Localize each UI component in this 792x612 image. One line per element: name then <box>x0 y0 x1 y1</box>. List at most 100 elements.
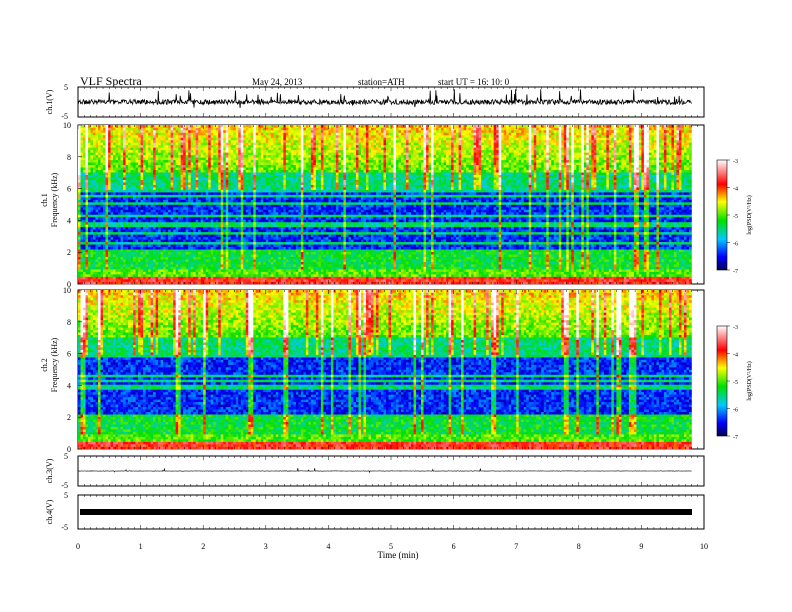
ch1-spectrogram-cell <box>484 274 487 277</box>
ch1-spectrogram-cell <box>401 272 404 275</box>
ch1-spectrogram-cell <box>439 274 442 277</box>
ch1-spectrogram-cell <box>268 282 271 285</box>
ch1-spectrogram-cell <box>666 272 669 275</box>
ch1-spectrogram-cell <box>606 264 609 267</box>
ch1-spectrogram-cell <box>519 272 522 275</box>
ch1-spectrogram-cell <box>689 277 692 280</box>
ch1-spectrogram-cell <box>601 269 604 272</box>
ch1-spectrogram-cell <box>158 252 161 255</box>
ch1-spectrogram-cell <box>636 274 639 277</box>
ch1-spectrogram-cell <box>261 277 264 280</box>
ch1-spectrogram-cell <box>233 274 236 277</box>
ch1-spectrogram-cell <box>411 264 414 267</box>
ch1-spectrogram-cell <box>326 252 329 255</box>
ch1-spectrogram-cell <box>399 239 402 242</box>
ch1-spectrogram-cell <box>126 262 129 265</box>
ch1-spectrogram-cell <box>436 237 439 240</box>
ch1-spectrogram-cell <box>298 269 301 272</box>
ch1-spectrogram-cell <box>656 262 659 265</box>
ch1-spectrogram-cell <box>424 242 427 245</box>
ch1-spectrogram-cell <box>248 254 251 257</box>
ch1-spectrogram-cell <box>133 279 136 282</box>
ch1-spectrogram-cell <box>126 247 129 250</box>
ch1-spectrogram-cell <box>136 244 139 247</box>
ch1-spectrogram-cell <box>293 267 296 270</box>
ch1-spectrogram-cell <box>138 252 141 255</box>
ch1-spectrogram-cell <box>178 257 181 260</box>
ch1-spectrogram-cell <box>601 277 604 280</box>
ch1-spectrogram-cell <box>78 274 81 277</box>
ch1-spectrogram-cell <box>338 234 341 237</box>
ch1-spectrogram-cell <box>321 279 324 282</box>
ch1-spectrogram-cell <box>198 259 201 262</box>
ch1-spectrogram-cell <box>143 249 146 252</box>
ch1-spectrogram-cell <box>649 242 652 245</box>
ch1-spectrogram-cell <box>106 257 109 260</box>
ch1-spectrogram-cell <box>106 252 109 255</box>
ch1-spectrogram-cell <box>198 277 201 280</box>
ch1-spectrogram-cell <box>576 244 579 247</box>
ch1-spectrogram-cell <box>216 274 219 277</box>
ch1-spectrogram-cell <box>651 252 654 255</box>
ch1-spectrogram-cell <box>574 247 577 250</box>
ch1-spectrogram-cell <box>399 262 402 265</box>
ch1-spectrogram-cell <box>208 272 211 275</box>
ch1-spectrogram-cell <box>611 279 614 282</box>
ch1-spectrogram-cell <box>609 277 612 280</box>
ch1-spectrogram-cell <box>404 274 407 277</box>
ch1-spectrogram-cell <box>238 244 241 247</box>
ch1-spectrogram-cell <box>579 259 582 262</box>
ch1-spectrogram-cell <box>266 237 269 240</box>
ch1-spectrogram-cell <box>501 269 504 272</box>
ch1-spectrogram-cell <box>153 247 156 250</box>
ch1-spectrogram-cell <box>141 257 144 260</box>
ch1-spectrogram-cell <box>96 259 99 262</box>
ch1-spectrogram-cell <box>454 282 457 285</box>
ch1-spectrogram-cell <box>291 267 294 270</box>
ch1-spectrogram-cell <box>391 262 394 265</box>
ch1-spectrogram-cell <box>541 244 544 247</box>
ch1-spectrogram-cell <box>296 242 299 245</box>
ch1-spectrogram-cell <box>323 267 326 270</box>
ch1-spectrogram-cell <box>293 259 296 262</box>
ch1-spectrogram-cell <box>83 269 86 272</box>
ch1-spectrogram-cell <box>193 254 196 257</box>
ch1-spectrogram-cell <box>604 237 607 240</box>
ch1-spectrogram-cell <box>494 254 497 257</box>
ch1-spectrogram-cell <box>178 267 181 270</box>
ch1-spectrogram-cell <box>544 262 547 265</box>
ch1-spectrogram-cell <box>218 274 221 277</box>
ch1-spectrogram-cell <box>238 269 241 272</box>
ch1-spectrogram-cell <box>268 262 271 265</box>
ch1-spectrogram-cell <box>166 272 169 275</box>
ch1-spectrogram-cell <box>501 264 504 267</box>
ch1-spectrogram-cell <box>496 259 499 262</box>
ch1-spectrogram-cell <box>614 239 617 242</box>
ch1-spectrogram-cell <box>476 249 479 252</box>
ch1-spectrogram-cell <box>243 272 246 275</box>
ch1-spectrogram-cell <box>261 244 264 247</box>
ch1-spectrogram-cell <box>526 244 529 247</box>
ch1-spectrogram-cell <box>236 259 239 262</box>
ch1-spectrogram-cell <box>303 264 306 267</box>
ch1-spectrogram-cell <box>356 272 359 275</box>
ch1-spectrogram-cell <box>83 237 86 240</box>
ch1-spectrogram-cell <box>524 267 527 270</box>
ch1-spectrogram-cell <box>591 269 594 272</box>
ch1-spectrogram-cell <box>479 279 482 282</box>
ch1-spectrogram-cell <box>529 257 532 260</box>
ch1-spectrogram-cell <box>491 242 494 245</box>
ch1-spectrogram-cell <box>338 237 341 240</box>
ch1-spectrogram-cell <box>641 242 644 245</box>
ch1-spectrogram-cell <box>541 274 544 277</box>
ch1-spectrogram-cell <box>644 244 647 247</box>
ch1-spectrogram-cell <box>263 242 266 245</box>
ch1-spectrogram-cell <box>474 239 477 242</box>
ch1-spectrogram-cell <box>281 252 284 255</box>
ch1-spectrogram-cell <box>86 252 89 255</box>
ch1-spectrogram-cell <box>176 252 179 255</box>
ch1-spectrogram-cell <box>486 269 489 272</box>
ch1-spectrogram-cell <box>554 277 557 280</box>
ch1-spectrogram-cell <box>506 249 509 252</box>
ch1-spectrogram-cell <box>564 244 567 247</box>
